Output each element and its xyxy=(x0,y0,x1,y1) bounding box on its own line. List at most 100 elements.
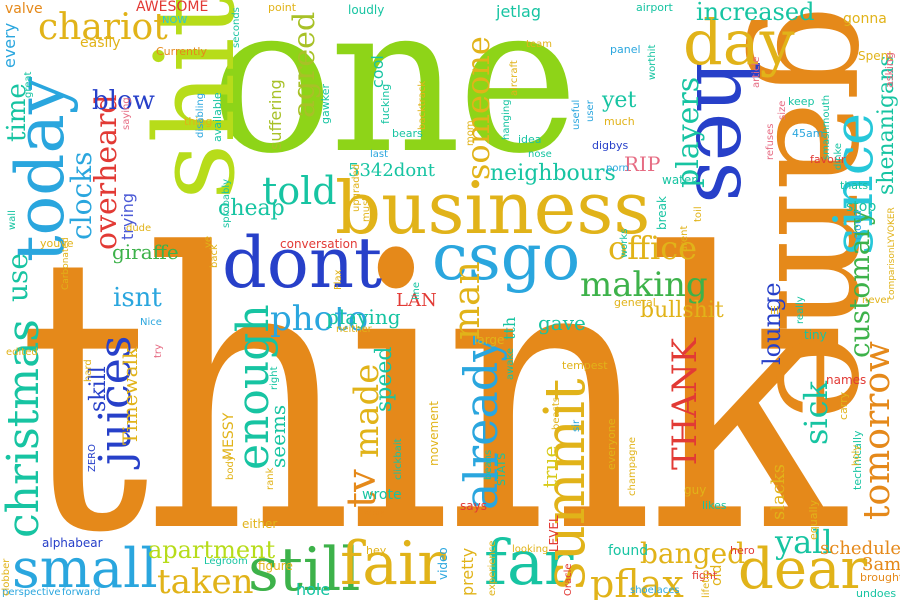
word-favour: favour xyxy=(810,153,846,166)
word-gave: gave xyxy=(538,311,586,335)
word-says: says xyxy=(460,499,487,513)
word-cloud: cloud xyxy=(851,210,864,240)
word-lounge: lounge xyxy=(758,282,786,365)
word-conversation: conversation xyxy=(280,237,358,251)
word-small: small xyxy=(12,537,158,600)
word-shoelaces: shoelaces xyxy=(630,585,680,596)
word-clocks: clocks xyxy=(65,151,98,240)
word-tempest: tempest xyxy=(562,359,608,372)
word-asking: asking xyxy=(883,52,896,88)
word-seconds: seconds xyxy=(231,7,242,48)
word-undoes: undoes xyxy=(856,587,897,600)
word-guy: guy xyxy=(684,483,707,497)
word-really: really xyxy=(795,296,806,324)
word-toil: toil xyxy=(693,206,704,222)
word-blow: blow xyxy=(92,86,155,116)
word-csgo: csgo xyxy=(432,221,581,295)
word-useful: useful xyxy=(571,99,582,130)
word-hey: hey xyxy=(366,544,387,557)
word-playing: playing xyxy=(326,305,401,329)
word-line: line xyxy=(411,281,422,300)
word-found: found xyxy=(608,543,649,559)
word-porn: porn xyxy=(606,163,629,174)
word-available: available xyxy=(211,92,224,142)
word-seems: seems xyxy=(266,404,290,468)
word-45am: 45am xyxy=(792,127,824,140)
word-3am: 3am xyxy=(862,554,900,575)
word-awake: awake xyxy=(505,347,516,380)
word-idea: idea xyxy=(518,133,542,146)
word-large: large xyxy=(474,333,505,347)
word-point: point xyxy=(268,1,297,14)
word-try: try xyxy=(153,344,164,358)
word-isnt: isnt xyxy=(113,283,162,313)
word-hanging: hanging xyxy=(501,99,512,140)
word-disabling: disabling xyxy=(195,92,206,138)
word-every: every xyxy=(0,22,19,68)
word-man: man xyxy=(447,261,488,340)
word-mom: mom xyxy=(465,120,476,146)
word-ill: ill xyxy=(770,304,780,317)
word-THANK: THANK xyxy=(665,337,705,470)
word-far: far xyxy=(484,526,574,599)
word-worthit: worthit xyxy=(647,44,658,80)
word-dinke: dinke xyxy=(833,142,844,170)
word-beasts: beasts xyxy=(551,397,562,430)
word-gonna: gonna xyxy=(843,11,887,27)
word-perspective: perspective xyxy=(2,587,61,598)
word-giraffe: giraffe xyxy=(112,240,179,264)
word-one: one xyxy=(210,0,579,199)
word-keep: keep xyxy=(788,95,815,108)
word-looking: looking xyxy=(512,544,549,555)
word-dude: dude xyxy=(126,223,152,234)
word-wall: wall xyxy=(7,210,18,230)
word-photo: photo xyxy=(270,299,369,339)
word-figure: figure xyxy=(258,559,293,573)
word-right: right xyxy=(269,366,280,391)
word-neither: neither xyxy=(336,324,372,335)
word-pflax: pflax xyxy=(590,562,684,600)
word-cheap: cheap xyxy=(218,196,285,221)
word-ZERO: ZERO xyxy=(87,444,98,472)
word-movement: movement xyxy=(427,401,441,466)
word-either: either xyxy=(242,517,278,531)
word-general: general xyxy=(614,296,656,309)
word-comparisonLYVOKER: comparisonLYVOKER xyxy=(887,207,897,300)
word-video: video xyxy=(436,547,450,580)
word-Timewalk: Timewalk xyxy=(118,346,142,445)
word-loudly: loudly xyxy=(348,3,385,17)
word-MESSY: MESSY xyxy=(221,412,237,460)
word-clobber: clobber xyxy=(1,558,12,596)
word-digbys: digbys xyxy=(592,139,629,152)
word-taken: taken xyxy=(157,562,254,600)
word-Legroom: Legroom xyxy=(204,556,248,567)
word-lifetip: lifetip xyxy=(701,569,712,598)
word-RIP: RIP xyxy=(624,152,661,176)
word-ye: ye xyxy=(203,235,214,248)
word-sir: sir xyxy=(571,419,582,432)
word-wrote: wrote xyxy=(362,487,402,503)
word-brought: brought xyxy=(860,571,900,584)
word-making: making xyxy=(580,265,708,305)
word-works: works xyxy=(619,228,630,258)
word-suffering: suffering xyxy=(266,79,285,150)
word-airport: airport xyxy=(636,1,673,14)
word-Nice: Nice xyxy=(140,317,162,328)
word-carry: carry xyxy=(837,391,850,420)
word-hole: hole xyxy=(296,580,331,599)
word-clickbait: clickbait xyxy=(393,438,404,480)
word-last: last xyxy=(370,149,389,160)
word-tiny: tiny xyxy=(804,328,827,342)
word-champagne: champagne xyxy=(627,436,638,496)
word-Oracle: Oracle xyxy=(563,563,574,596)
word-everyone: everyone xyxy=(605,418,618,470)
word-scheduled: scheduled xyxy=(820,538,900,559)
word-chariot: chariot xyxy=(38,7,168,48)
word-article: article xyxy=(751,56,762,88)
word-rank: rank xyxy=(265,467,276,490)
word-fight: fight xyxy=(692,569,718,582)
word-increased: increased xyxy=(696,0,815,26)
word-likes: likes xyxy=(702,499,727,512)
word-size: size xyxy=(777,100,788,120)
